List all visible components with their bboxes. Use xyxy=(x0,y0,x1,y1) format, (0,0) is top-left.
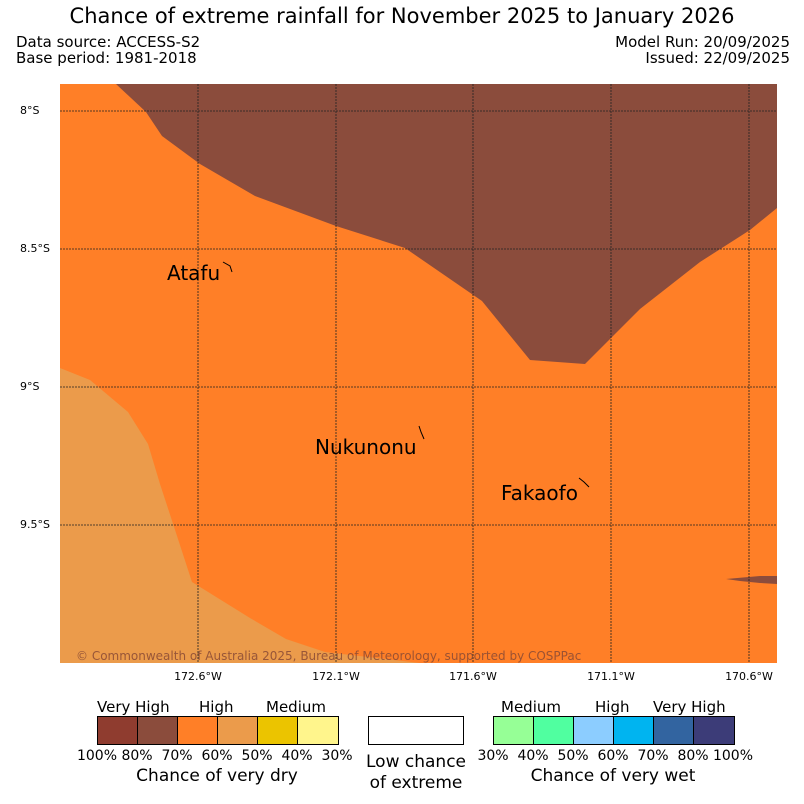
legend-dry-high: High xyxy=(199,698,234,716)
graticule xyxy=(60,84,777,663)
base-period-label: Base period: 1981-2018 xyxy=(16,49,197,67)
rainfall-map[interactable]: Atafu Nukunonu Fakaofo © Commonwealth of… xyxy=(60,84,777,663)
lon-tick-label: 172.1°W xyxy=(312,670,360,683)
lat-tick-label: 9°S xyxy=(20,380,40,393)
lat-tick-label: 8.5°S xyxy=(20,242,50,255)
place-label-atafu: Atafu xyxy=(167,261,220,285)
legend-wet-title: Chance of very wet xyxy=(530,766,696,786)
legend-wet-medium: Medium xyxy=(501,698,561,716)
medium-dry-region xyxy=(60,368,420,663)
legend-swatch xyxy=(218,717,258,744)
lon-tick-label: 172.6°W xyxy=(174,670,222,683)
model-run-label: Model Run: 20/09/2025 xyxy=(615,33,790,51)
legend-wet-pct: 60% xyxy=(597,748,629,764)
legend-wet-pct: 70% xyxy=(637,748,669,764)
legend-swatch xyxy=(574,717,614,744)
issued-label: Issued: 22/09/2025 xyxy=(645,49,790,67)
metadata-right: Model Run: 20/09/2025 Issued: 22/09/2025 xyxy=(615,34,790,66)
legend-swatch xyxy=(258,717,298,744)
legend-swatch xyxy=(534,717,574,744)
legend-wet-pct: 50% xyxy=(557,748,589,764)
very-high-dry-region xyxy=(116,84,777,364)
legend-dry-pct: 100% xyxy=(76,748,118,764)
legend-wet-pct: 30% xyxy=(477,748,509,764)
legend-wet-swatches xyxy=(493,716,735,745)
legend-swatch xyxy=(494,717,534,744)
lat-tick-label: 8°S xyxy=(20,104,40,117)
lon-tick-label: 171.1°W xyxy=(587,670,635,683)
lon-tick-label: 171.6°W xyxy=(449,670,497,683)
legend-dry-swatches xyxy=(97,716,339,745)
legend-wet-pct: 100% xyxy=(712,748,754,764)
chart-title: Chance of extreme rainfall for November … xyxy=(69,4,735,28)
fakaofo-island xyxy=(578,477,590,488)
legend-dry-pct: 30% xyxy=(321,748,353,764)
legend-swatch xyxy=(614,717,654,744)
legend-low-chance-label: Low chance of extreme xyxy=(366,752,466,794)
lat-tick-label: 9.5°S xyxy=(20,518,50,531)
legend-dry-pct: 60% xyxy=(201,748,233,764)
legend-swatch xyxy=(138,717,178,744)
legend-dry-medium: Medium xyxy=(266,698,326,716)
place-label-fakaofo: Fakaofo xyxy=(501,481,578,505)
legend-dry-pct: 40% xyxy=(281,748,313,764)
legend-wet-high: High xyxy=(595,698,630,716)
metadata-left: Data source: ACCESS-S2 Base period: 1981… xyxy=(16,34,200,66)
copyright-text: © Commonwealth of Australia 2025, Bureau… xyxy=(76,649,581,663)
legend-dry-pct: 70% xyxy=(161,748,193,764)
nukunonu-island xyxy=(418,425,425,440)
legend-swatch xyxy=(298,717,338,744)
very-high-dry-sliver xyxy=(726,576,777,584)
place-label-nukunonu: Nukunonu xyxy=(315,435,417,459)
legend-dry-title: Chance of very dry xyxy=(136,766,298,786)
legend-dry-pct: 50% xyxy=(241,748,273,764)
legend-wet-pct: 80% xyxy=(677,748,709,764)
data-source-label: Data source: ACCESS-S2 xyxy=(16,33,201,51)
legend-dry-very-high: Very High xyxy=(97,698,170,716)
legend-dry-pct: 80% xyxy=(121,748,153,764)
legend-low-chance-swatch xyxy=(368,716,464,745)
legend-swatch xyxy=(694,717,734,744)
legend-low-chance-line2: of extreme xyxy=(369,773,463,793)
legend-swatch xyxy=(654,717,694,744)
legend-swatch xyxy=(178,717,218,744)
atafu-island xyxy=(222,261,233,273)
legend-wet-pct: 40% xyxy=(517,748,549,764)
legend-swatch xyxy=(98,717,138,744)
legend-wet-very-high: Very High xyxy=(653,698,726,716)
legend-low-chance-line1: Low chance xyxy=(366,752,466,772)
lon-tick-label: 170.6°W xyxy=(725,670,773,683)
